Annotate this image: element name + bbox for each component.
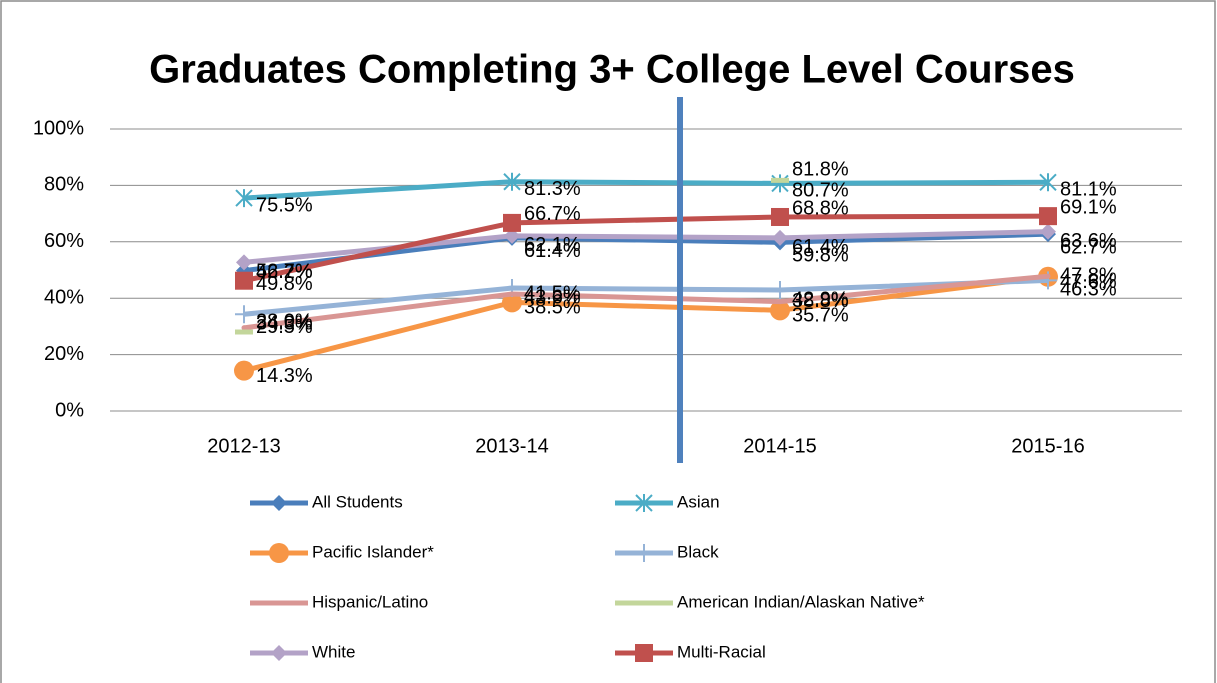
legend-item: White <box>250 642 355 661</box>
y-tick-label: 100% <box>33 117 84 139</box>
data-label: 52.7% <box>256 261 313 283</box>
y-tick-label: 60% <box>44 230 84 252</box>
legend-label: Multi-Racial <box>677 642 766 661</box>
data-label: 59.8% <box>792 245 849 267</box>
marker <box>509 291 515 297</box>
legend-label: Asian <box>677 492 720 511</box>
legend-item: American Indian/Alaskan Native* <box>615 592 925 611</box>
data-label: 69.1% <box>1060 196 1117 218</box>
marker <box>1039 173 1057 192</box>
x-tick-label: 2014-15 <box>743 435 816 457</box>
series-line <box>243 277 1049 317</box>
data-label: 63.6% <box>1060 230 1117 252</box>
marker <box>771 207 789 226</box>
legend-item: Black <box>615 542 719 562</box>
marker <box>235 189 253 208</box>
marker <box>236 254 252 271</box>
data-label: 29.5% <box>256 316 313 338</box>
series-line <box>243 273 1049 331</box>
y-tick-label: 80% <box>44 174 84 196</box>
data-label: 47.6% <box>1060 271 1117 293</box>
legend-item: Multi-Racial <box>615 642 766 662</box>
data-label: 28.0% <box>256 310 313 332</box>
chart-title: Graduates Completing 3+ College Level Co… <box>149 48 1075 92</box>
marker <box>234 360 254 381</box>
marker <box>269 543 289 563</box>
x-tick-label: 2013-14 <box>475 435 548 457</box>
legend-item: All Students <box>250 492 403 511</box>
data-label: 46.2% <box>256 261 313 283</box>
marker <box>1040 223 1056 240</box>
data-label: 81.8% <box>792 159 849 181</box>
series-line <box>243 179 1049 201</box>
data-label: 81.3% <box>524 178 581 200</box>
data-label: 66.7% <box>524 203 581 225</box>
legend-label: Hispanic/Latino <box>312 592 428 611</box>
data-label: 14.3% <box>256 365 313 387</box>
data-label: 75.5% <box>256 194 313 216</box>
marker <box>770 300 790 321</box>
legend-item: Pacific Islander* <box>250 542 434 563</box>
data-label: 46.3% <box>1060 279 1117 301</box>
y-tick-label: 20% <box>44 343 84 365</box>
data-label: 62.1% <box>524 234 581 256</box>
marker <box>771 281 789 300</box>
marker <box>271 645 287 661</box>
legend-label: American Indian/Alaskan Native* <box>677 592 925 611</box>
marker <box>1039 207 1057 226</box>
marker <box>772 229 788 246</box>
legend-label: Black <box>677 542 719 561</box>
data-label: 49.8% <box>256 273 313 295</box>
series-line <box>243 213 1049 284</box>
data-label: 35.7% <box>792 305 849 327</box>
data-label: 47.8% <box>1060 264 1117 286</box>
data-label: 68.8% <box>792 197 849 219</box>
y-tick-label: 0% <box>55 399 84 421</box>
marker <box>503 213 521 232</box>
data-label: 38.8% <box>792 290 849 312</box>
data-label: 34.3% <box>256 313 313 335</box>
legend-label: White <box>312 642 355 661</box>
x-tick-label: 2012-13 <box>207 435 280 457</box>
marker <box>241 325 247 331</box>
legend-label: All Students <box>312 492 403 511</box>
data-label: 62.7% <box>1060 236 1117 258</box>
data-label: 80.7% <box>792 180 849 202</box>
series-line <box>243 274 1049 374</box>
y-tick-label: 40% <box>44 286 84 308</box>
marker <box>777 299 783 305</box>
data-label: 42.9% <box>792 288 849 310</box>
marker <box>635 644 653 662</box>
data-label: 41.5% <box>524 282 581 304</box>
legend-item: Hispanic/Latino <box>250 592 428 611</box>
marker <box>235 271 253 290</box>
marker <box>635 494 653 512</box>
marker <box>235 305 253 324</box>
marker <box>1045 273 1051 279</box>
marker <box>271 495 287 511</box>
legend-item: Asian <box>615 492 720 512</box>
data-label: 43.6% <box>524 286 581 308</box>
data-label: 81.1% <box>1060 179 1117 201</box>
marker <box>502 292 522 313</box>
marker <box>503 172 521 191</box>
marker <box>635 544 653 562</box>
data-label: 61.4% <box>524 240 581 262</box>
series-line <box>243 229 1049 265</box>
data-label: 61.4% <box>792 236 849 258</box>
legend-label: Pacific Islander* <box>312 542 434 561</box>
x-tick-label: 2015-16 <box>1011 435 1084 457</box>
data-label: 38.5% <box>524 297 581 319</box>
